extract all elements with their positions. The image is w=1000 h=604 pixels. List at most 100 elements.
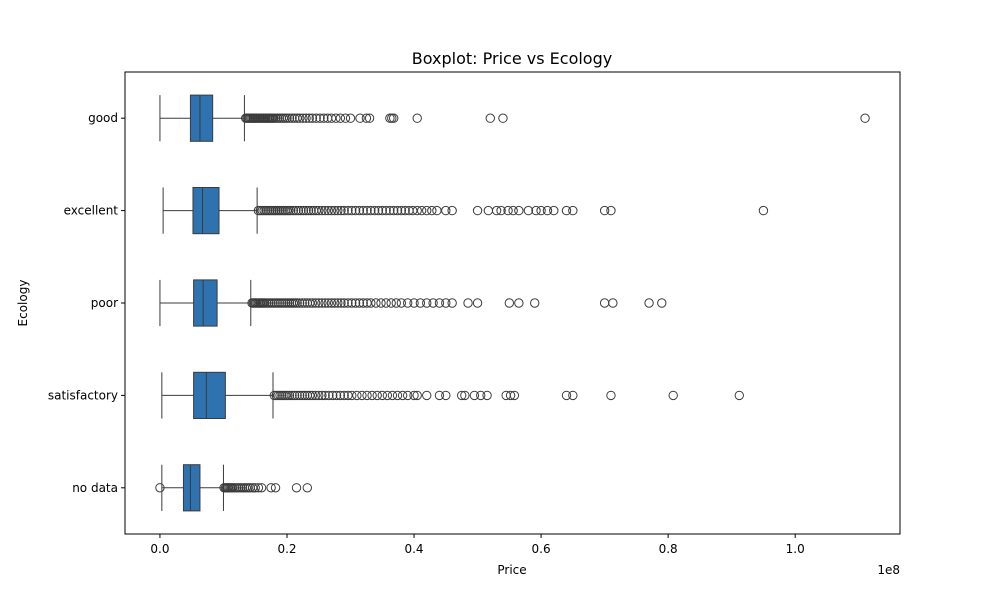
outlier-point (335, 113, 346, 123)
outlier-point (367, 390, 377, 401)
outlier-point (336, 205, 346, 216)
y-tick-label: no data (72, 481, 118, 495)
outlier-point (391, 298, 401, 308)
outlier-point (310, 390, 321, 401)
outlier-point (505, 390, 516, 401)
outlier-point (270, 483, 281, 493)
iqr-box (182, 464, 201, 512)
x-axis-ticks: 0.0 0.2 0.4 0.6 0.8 1.0 (150, 534, 805, 556)
outlier-point (314, 390, 324, 401)
outlier-point (301, 113, 311, 123)
outlier-point (376, 298, 386, 308)
outlier-point (483, 205, 494, 216)
x-tick-label: 0.0 (150, 542, 169, 556)
outlier-point (422, 298, 432, 308)
outlier-point (300, 390, 310, 401)
outlier-point (463, 298, 473, 308)
y-axis-ticks: good excellent poor satisfactory no data (48, 111, 125, 495)
outlier-point (307, 113, 318, 123)
outlier-point (402, 390, 413, 401)
outlier-point (329, 205, 340, 216)
outlier-point (286, 205, 296, 216)
x-tick-label: 0.8 (659, 542, 678, 556)
outlier-point (358, 205, 368, 216)
outlier-point (386, 298, 396, 308)
outlier-point (323, 205, 333, 216)
outlier-point (530, 298, 540, 308)
outlier-point (561, 390, 572, 401)
outlier-point (291, 483, 302, 493)
outlier-point (482, 390, 492, 401)
outlier-point (412, 113, 422, 123)
outlier-point (326, 298, 337, 308)
outlier-point (523, 205, 534, 216)
outlier-point (377, 205, 387, 216)
outlier-point (415, 298, 426, 308)
outlier-point (416, 205, 427, 216)
outlier-point (302, 483, 313, 493)
outlier-point (336, 298, 346, 308)
outlier-point (335, 390, 346, 401)
outlier-point (441, 205, 451, 216)
outlier-point (293, 205, 304, 216)
outlier-point (644, 298, 654, 308)
outlier-point (354, 205, 365, 216)
outlier-point (282, 113, 292, 123)
outlier-point (422, 205, 432, 216)
outlier-point (657, 298, 667, 308)
outlier-point (428, 298, 438, 308)
outlier-point (427, 205, 437, 216)
outlier-point (352, 390, 362, 401)
outlier-point (284, 390, 295, 401)
box-excellent (162, 187, 769, 235)
outlier-point (432, 205, 442, 216)
outlier-point (397, 390, 408, 401)
outlier-point (331, 113, 341, 123)
outlier-point (434, 298, 445, 308)
outlier-point (320, 390, 330, 401)
outlier-point (422, 390, 432, 401)
outlier-point (292, 390, 302, 401)
outlier-point (503, 205, 513, 216)
y-axis-label: Ecology (16, 280, 30, 327)
outlier-point (456, 390, 467, 401)
outlier-point (357, 390, 367, 401)
outlier-point (350, 298, 361, 308)
outlier-point (412, 205, 422, 216)
outlier-point (758, 205, 769, 216)
outlier-point (542, 205, 553, 216)
outlier-point (294, 298, 305, 308)
outlier-point (320, 205, 330, 216)
outlier-point (307, 390, 318, 401)
outlier-point (371, 298, 381, 308)
outlier-point (496, 205, 506, 216)
outlier-point (339, 390, 349, 401)
outlier-point (441, 390, 451, 401)
outlier-point (476, 390, 486, 401)
outlier-point (339, 298, 349, 308)
outlier-point (568, 390, 578, 401)
x-tick-label: 0.2 (277, 542, 296, 556)
outlier-point (287, 390, 297, 401)
outlier-point (317, 205, 327, 216)
outlier-point (412, 390, 422, 401)
outlier-point (366, 205, 376, 216)
outlier-point (266, 483, 276, 493)
outlier-point (531, 205, 541, 216)
outlier-point (289, 390, 300, 401)
outlier-point (509, 390, 520, 401)
outlier-point (306, 205, 316, 216)
outlier-point (568, 205, 578, 216)
outlier-point (409, 390, 419, 401)
outlier-point (340, 113, 351, 123)
outlier-point (355, 113, 365, 123)
outlier-point (387, 390, 398, 401)
outlier-point (361, 113, 372, 123)
outlier-point (498, 113, 508, 123)
outlier-point (514, 298, 524, 308)
outlier-point (319, 113, 329, 123)
outlier-point (362, 390, 372, 401)
outlier-point (297, 390, 307, 401)
outlier-point (381, 298, 391, 308)
